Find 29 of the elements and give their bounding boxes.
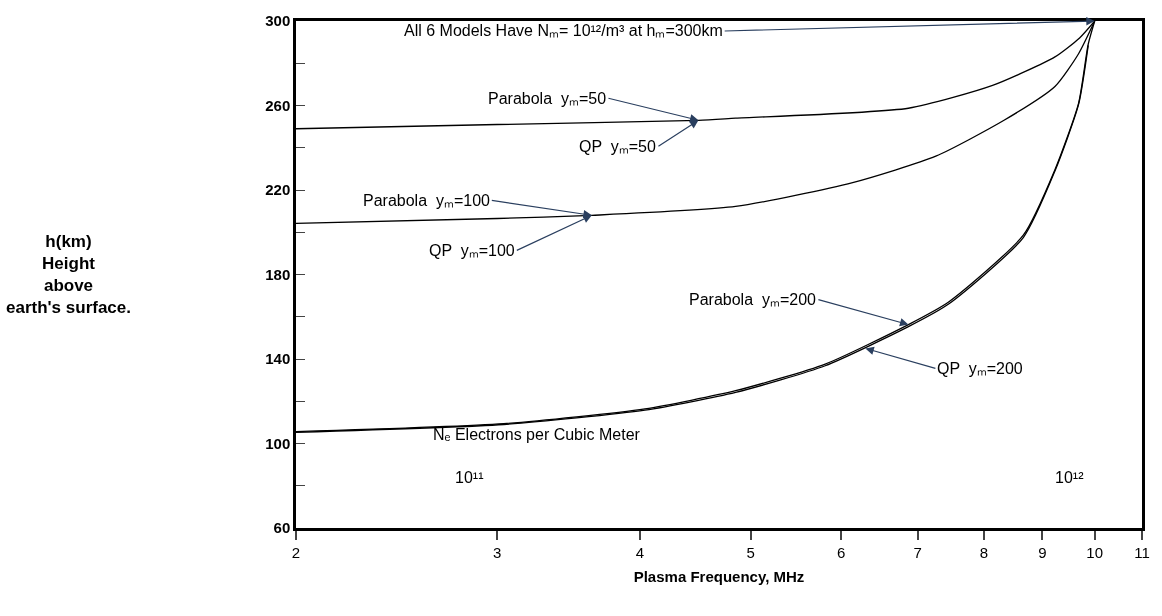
y-tick-label: 260 [265,96,291,114]
y-tick-label: 220 [265,181,291,199]
x-tick-label: 2 [291,543,301,561]
annotation: Parabola yₘ=100 [363,192,491,209]
y-tick-label: 60 [273,519,291,537]
annotation: 10¹² [1055,469,1085,486]
annotation: Parabola yₘ=200 [689,291,817,308]
y-tick-label: 180 [265,265,291,283]
x-tick-label: 9 [1038,543,1047,561]
x-tick-label: 8 [979,543,989,561]
x-tick-label: 7 [913,543,922,561]
y-tick-label: 300 [265,12,291,30]
x-tick-label: 5 [746,543,755,561]
x-tick-label: 10 [1086,543,1104,561]
y-tick-label: 100 [265,434,291,452]
x-tick-label: 6 [837,543,846,561]
annotation: QP yₘ=50 [579,138,656,155]
annotation: Parabola yₘ=50 [488,90,607,107]
annotation: Nₑ Electrons per Cubic Meter [433,426,641,443]
text: h(km) Height above earth's surface. [6,232,131,318]
y-tick-label: 140 [265,350,291,368]
annotation: 10¹¹ [455,469,484,486]
x-tick-label: 11 [1134,543,1150,561]
x-tick-label: 4 [635,543,645,561]
annotation: All 6 Models Have Nₘ= 10¹²/m³ at hₘ=300km [404,22,723,39]
annotation: QP yₘ=100 [429,242,515,259]
x-tick-label: 3 [493,543,502,561]
annotation: QP yₘ=200 [937,360,1023,377]
x-axis-title: Plasma Frequency, MHz [633,567,805,585]
